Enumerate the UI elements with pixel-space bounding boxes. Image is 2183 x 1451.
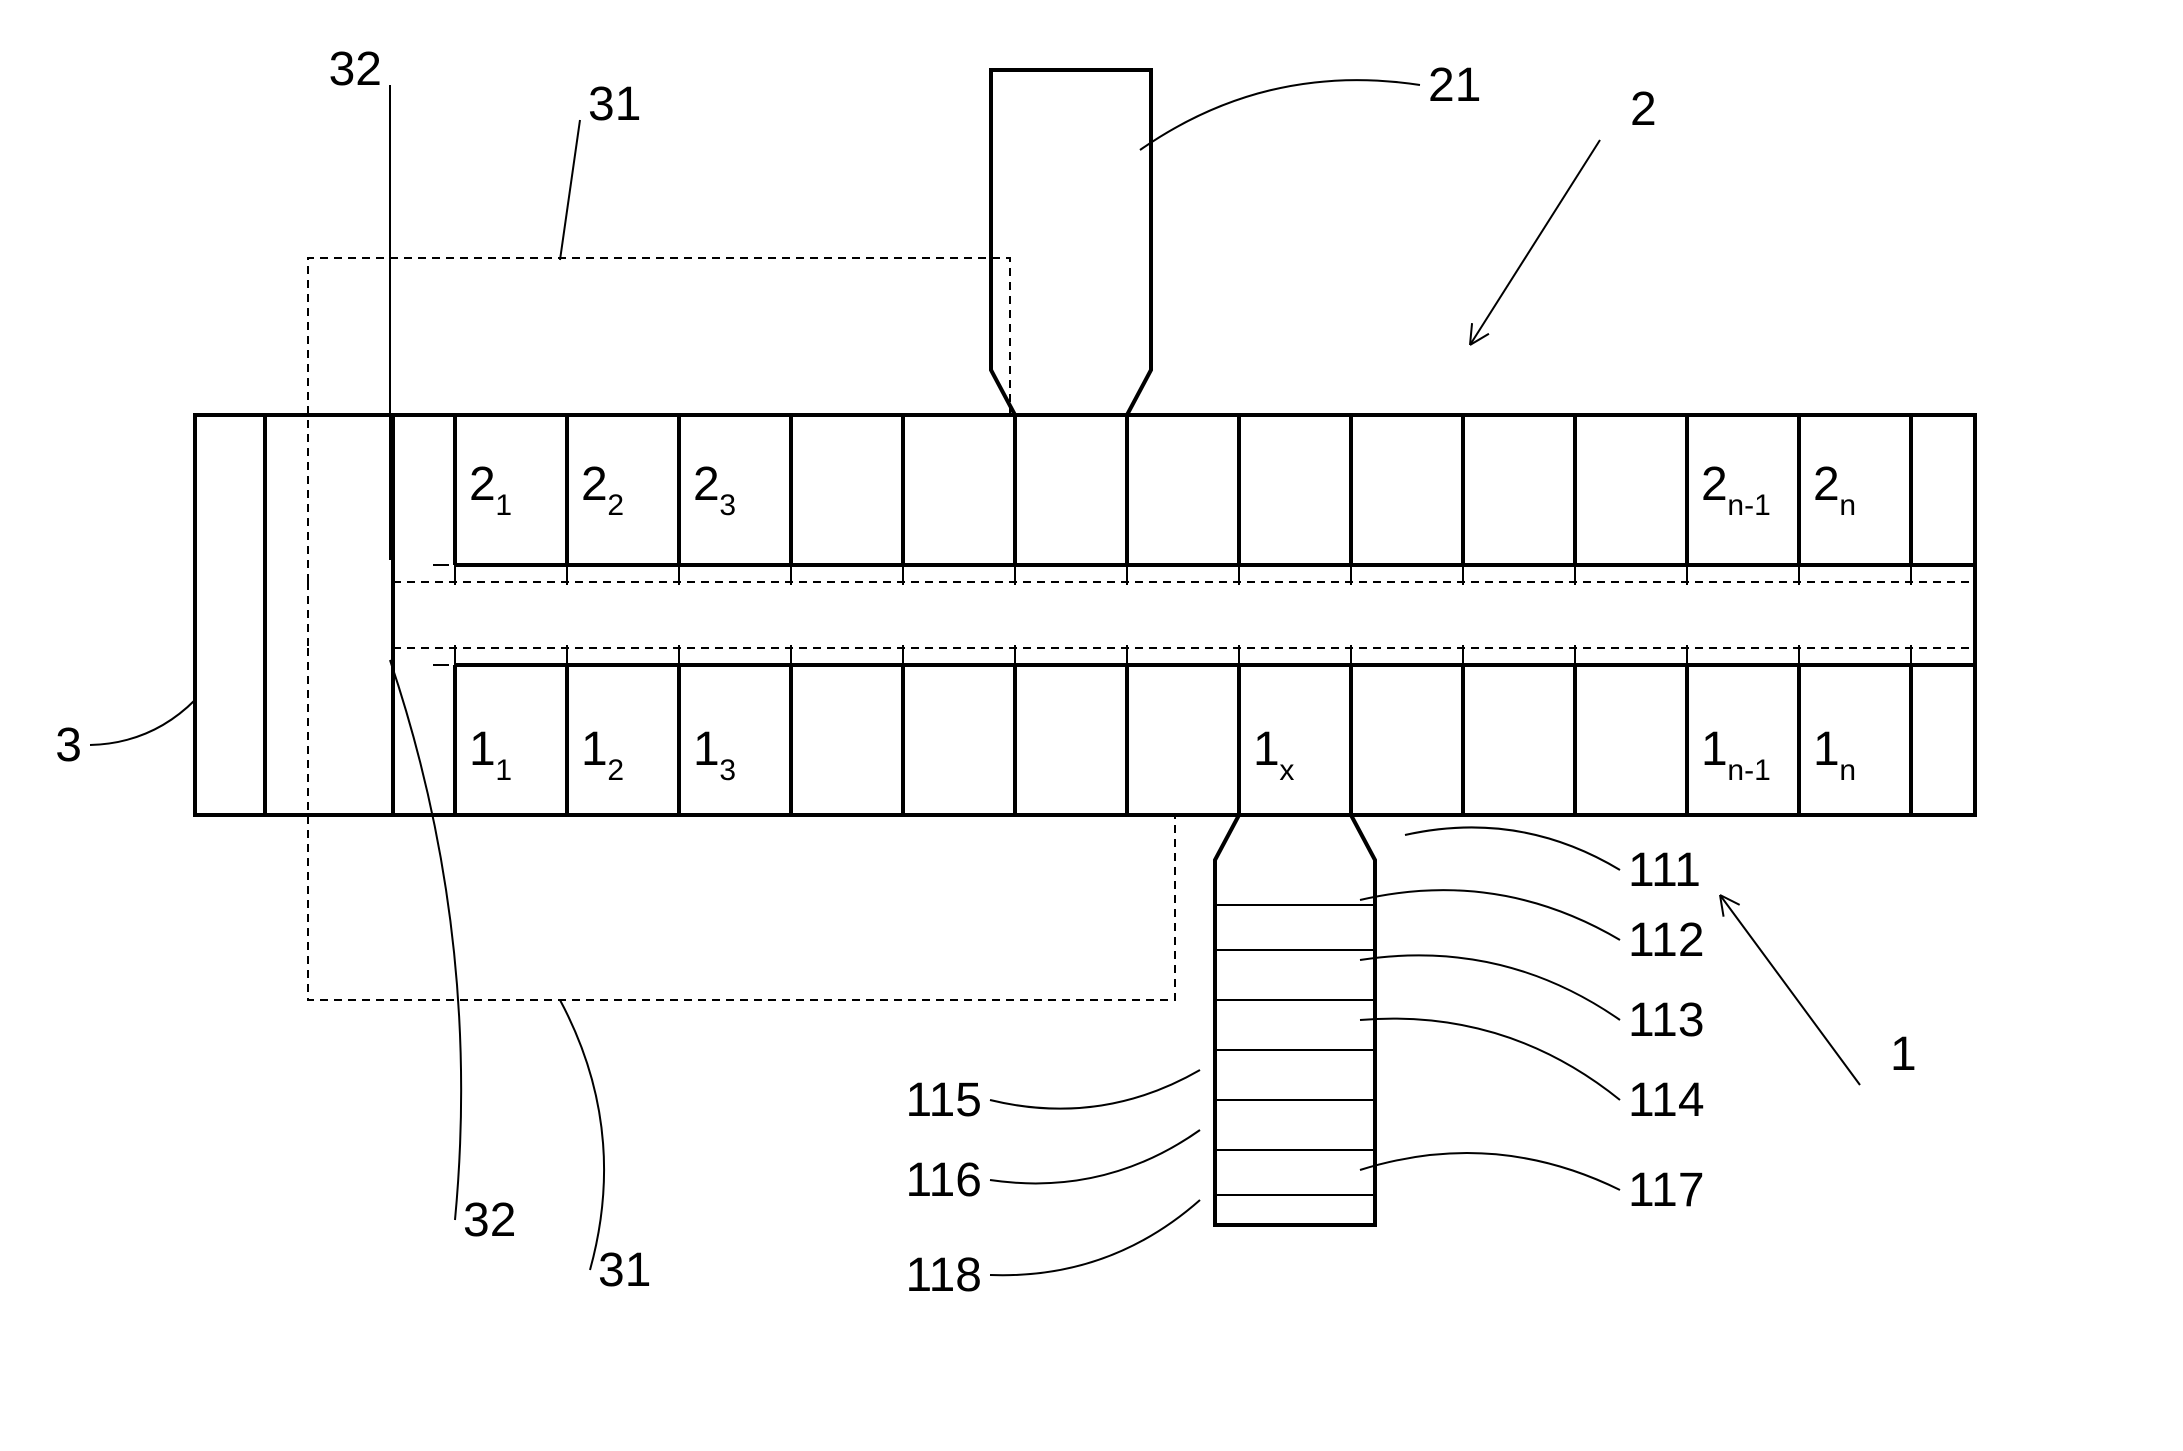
cell-label: 2	[581, 458, 608, 511]
cell-label: 2	[1813, 458, 1840, 511]
cell-label-sub: 2	[607, 754, 624, 787]
cell-label: 1	[1701, 723, 1728, 776]
cell-label-sub: n	[1839, 489, 1856, 522]
callout-label: 1	[1890, 1028, 1917, 1081]
callout-label: 3	[55, 719, 82, 772]
callout-label: 113	[1628, 994, 1705, 1047]
cell-label-sub: x	[1279, 754, 1294, 787]
dashed-route-bottom	[308, 648, 1175, 1000]
callout-label: 31	[598, 1244, 651, 1297]
cell-label: 2	[693, 458, 720, 511]
cell-label: 1	[1813, 723, 1840, 776]
cell-label-sub: n-1	[1727, 754, 1770, 787]
cell-label-sub: 2	[607, 489, 624, 522]
callout-label: 31	[588, 78, 641, 131]
callout-label: 118	[905, 1249, 982, 1302]
cell-label-sub: 1	[495, 754, 512, 787]
callout-label: 115	[905, 1074, 982, 1127]
cell-label-sub: 1	[495, 489, 512, 522]
callout-label: 111	[1628, 844, 1701, 897]
callout-label: 32	[463, 1194, 516, 1247]
cell-label: 1	[693, 723, 720, 776]
cell-label-sub: n	[1839, 754, 1856, 787]
cell-label-sub: 3	[719, 754, 736, 787]
callout-label: 2	[1630, 83, 1657, 136]
hopper-bottom	[1215, 815, 1375, 1225]
callout-label: 117	[1628, 1164, 1705, 1217]
callout-label: 114	[1628, 1074, 1705, 1127]
diagram-svg: 2122232n-12n1112131x1n-11n32312123323111…	[0, 0, 2183, 1451]
cell-label: 1	[1253, 723, 1280, 776]
cell-label: 1	[581, 723, 608, 776]
hopper-top	[991, 70, 1151, 415]
callout-label: 21	[1428, 59, 1481, 112]
callout-label: 112	[1628, 914, 1705, 967]
cell-label: 2	[469, 458, 496, 511]
callout-label: 32	[329, 43, 382, 96]
cell-label: 1	[469, 723, 496, 776]
cell-label-sub: 3	[719, 489, 736, 522]
cell-label: 2	[1701, 458, 1728, 511]
callout-label: 116	[905, 1154, 982, 1207]
cell-label-sub: n-1	[1727, 489, 1770, 522]
